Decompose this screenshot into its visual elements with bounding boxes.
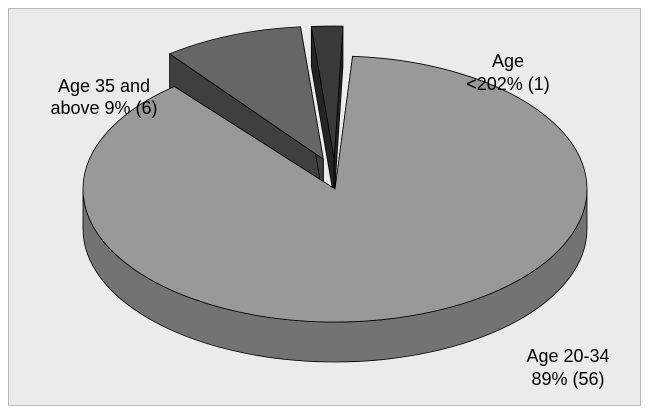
label-age-under-20: Age <202% (1) [466,51,550,94]
label-age-20-34: Age 20-34 89% (56) [526,346,609,389]
slice-top [168,26,324,161]
label-age-35-above-line1: Age 35 and [58,76,150,96]
label-age-20-34-line2: 89% (56) [531,369,604,389]
label-age-under-20-line2: <202% (1) [466,74,550,94]
slice-age-20-34 [82,55,588,363]
label-age-20-34-line1: Age 20-34 [526,346,609,366]
slice-top [82,55,588,323]
slice-top [310,25,344,160]
label-age-35-above-line2: above 9% (6) [50,98,157,118]
slice-age-20 [310,25,344,200]
label-age-under-20-line1: Age [492,51,524,71]
slices-layer [82,25,588,363]
label-age-35-above: Age 35 and above 9% (6) [50,76,157,118]
